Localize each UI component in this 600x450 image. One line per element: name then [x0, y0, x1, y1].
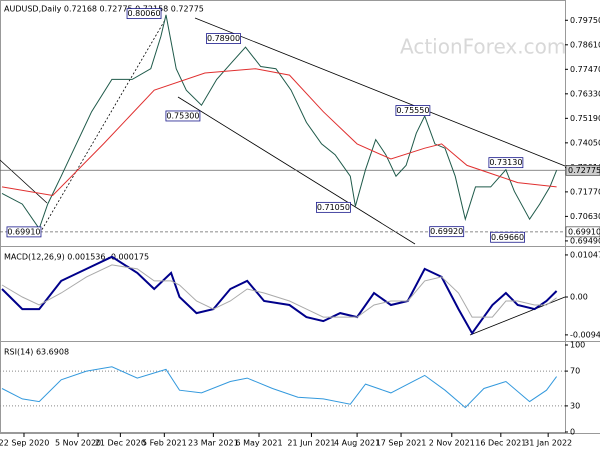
series-line: [1, 366, 558, 409]
annotation-box: [488, 157, 524, 169]
x-tick-label: 22 Sep 2020: [0, 439, 49, 448]
frame: [0, 0, 566, 433]
annotation-label: 0.73130: [489, 158, 522, 167]
trend-line: [194, 17, 566, 167]
y-tick-label: 0: [570, 428, 575, 437]
series-line: [1, 255, 558, 336]
x-tick-label: 17 Sep 2021: [376, 439, 427, 448]
x-tick-label: 5 Feb 2021: [142, 439, 187, 448]
annotation-box: [6, 226, 42, 238]
price-label-box: [565, 165, 600, 176]
annotation-label: 0.75550: [396, 106, 429, 115]
annotation-label: 0.78900: [207, 34, 240, 43]
annotation-box: [490, 231, 525, 243]
annotation-label: 0.69910: [7, 227, 40, 236]
annotation-label: 0.80060: [127, 9, 160, 18]
y-tick-label: 0.75190: [570, 114, 600, 123]
panel-title: AUDUSD,Daily 0.72168 0.72775 0.72158 0.7…: [4, 5, 204, 14]
y-tick-label: 0.70630: [570, 212, 600, 221]
y-tick-label: 0.69490: [570, 236, 600, 245]
annotation-label: 0.75300: [166, 111, 199, 120]
annotation-box: [429, 226, 465, 238]
annotation-box: [206, 33, 241, 44]
panel-title: RSI(14) 63.6908: [4, 348, 69, 357]
x-tick-label: 23 Mar 2021: [188, 439, 239, 448]
y-tick-label: 100: [570, 341, 585, 350]
annotation-label: 0.71050: [317, 203, 350, 212]
x-tick-label: 5 Nov 2020: [55, 439, 101, 448]
y-tick-label: 0.76330: [570, 89, 600, 98]
y-tick-label: 0.010472: [570, 250, 600, 259]
y-tick-label: 0.71770: [570, 187, 600, 196]
y-tick-label: 0.79750: [570, 16, 600, 25]
price-label: 0.69910: [568, 227, 600, 236]
annotation-box: [395, 105, 431, 116]
y-tick-label: 0.77470: [570, 65, 600, 74]
y-tick-label: -0.009426: [570, 330, 600, 339]
annotation-label: 0.69660: [491, 233, 524, 242]
y-tick-label: 0.00: [570, 293, 588, 302]
x-tick-label: 6 May 2021: [235, 439, 282, 448]
annotation-box: [165, 110, 201, 122]
price-label-box: [565, 226, 600, 238]
y-tick-label: 70: [570, 367, 580, 376]
annotation-box: [126, 8, 162, 20]
x-tick-label: 16 Dec 2021: [475, 439, 526, 448]
x-tick-label: 2 Nov 2021: [429, 439, 475, 448]
annotation-box: [316, 201, 351, 213]
y-tick-label: 0.74050: [570, 138, 600, 147]
watermark: ActionForex.com: [400, 35, 566, 59]
x-tick-label: 31 Jan 2022: [524, 439, 572, 448]
series-line: [1, 14, 558, 230]
price-label: 0.72775: [568, 166, 600, 175]
y-tick-label: 30: [570, 401, 580, 410]
panel-title: MACD(12,26,9) 0.001536 -0.000175: [4, 253, 149, 262]
annotation-label: 0.69920: [430, 227, 463, 236]
x-tick-label: 21 Jun 2021: [287, 439, 335, 448]
series-line: [1, 264, 557, 318]
x-tick-label: 4 Aug 2021: [334, 439, 380, 448]
trend-line: [0, 159, 48, 204]
projection-line: [39, 19, 166, 234]
x-tick-label: 21 Dec 2020: [95, 439, 146, 448]
y-tick-label: 0.78610: [570, 40, 600, 49]
series-line: [1, 68, 557, 197]
